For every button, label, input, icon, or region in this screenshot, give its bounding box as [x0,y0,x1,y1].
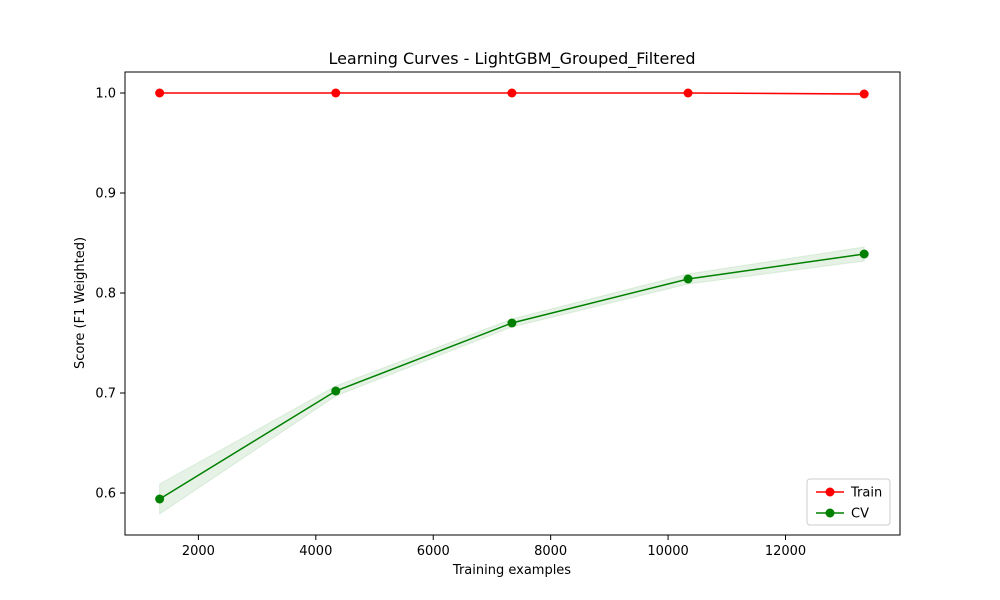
train-point [331,88,341,98]
cv-band [159,246,865,515]
x-tick-label: 12000 [765,544,806,559]
x-axis-label: Training examples [452,563,571,578]
train-point [859,89,869,99]
y-tick-label: 0.6 [95,487,116,502]
legend-train-marker [825,487,835,497]
plot-frame [124,71,901,536]
x-tick-label: 10000 [647,544,688,559]
cv-line [159,253,865,500]
cv-point [331,386,341,396]
legend-train-label: Train [850,486,882,501]
y-axis-ticks: 0.6 0.7 0.8 0.9 1.0 [95,87,125,502]
series-markers [155,88,869,504]
y-tick-label: 0.7 [95,387,116,402]
y-axis-label: Score (F1 Weighted) [73,237,88,369]
x-tick-label: 6000 [417,544,450,559]
cv-point [859,249,869,259]
confidence-bands [159,92,865,515]
x-tick-label: 4000 [299,544,332,559]
cv-point [683,274,693,284]
train-point [683,88,693,98]
cv-point [507,318,517,328]
legend-cv-marker [825,508,835,518]
y-tick-label: 0.9 [95,187,116,202]
x-tick-label: 2000 [182,544,215,559]
y-tick-label: 0.8 [95,287,116,302]
legend-cv-label: CV [851,507,869,522]
x-axis-ticks: 2000 4000 6000 8000 10000 12000 [182,535,806,559]
cv-point [155,494,165,504]
train-point [507,88,517,98]
train-point [155,88,165,98]
legend: Train CV [806,478,891,526]
y-tick-label: 1.0 [95,87,116,102]
chart-title: Learning Curves - LightGBM_Grouped_Filte… [328,49,695,69]
x-tick-label: 8000 [534,544,567,559]
